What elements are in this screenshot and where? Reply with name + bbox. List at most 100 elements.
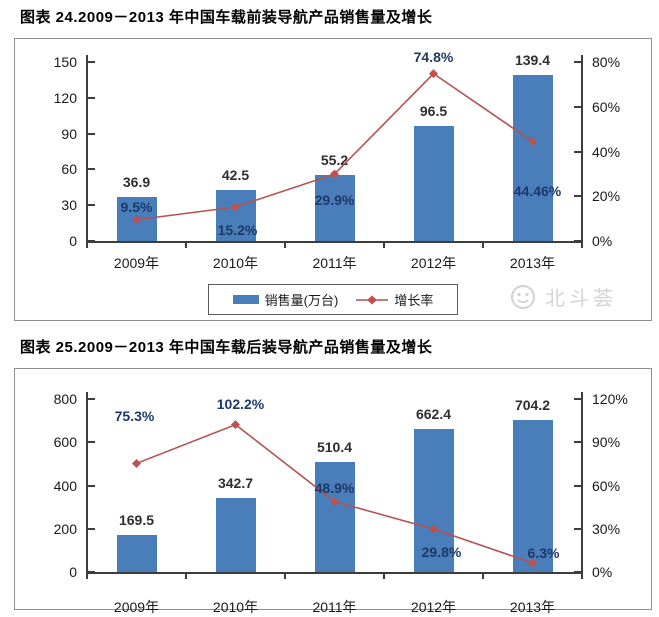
figure-25-title: 图表 25.2009－2013 年中国车载后装导航产品销售量及增长 xyxy=(20,339,433,356)
y-axis-tick xyxy=(88,96,95,99)
secondary-y-axis-tick xyxy=(574,441,581,444)
bar xyxy=(314,461,355,572)
x-axis-tick xyxy=(383,574,385,579)
y-axis-tick-label: 150 xyxy=(53,54,77,70)
y-axis-tick xyxy=(88,398,95,400)
growth-rate-label: 9.5% xyxy=(120,198,153,215)
growth-rate-label: 75.3% xyxy=(114,408,155,425)
x-axis-category-label: 2011年 xyxy=(312,255,357,271)
legend-item-sales: 销售量(万台) xyxy=(232,290,339,309)
x-axis-tick xyxy=(482,574,484,579)
y-axis-tick xyxy=(88,527,95,530)
secondary-y-axis-tick xyxy=(574,527,581,530)
y-axis-tick xyxy=(88,571,95,573)
y-axis-tick-label: 200 xyxy=(53,520,77,537)
bar-value-label: 139.4 xyxy=(514,51,551,68)
chart-24-legend: 销售量(万台) 增长率 xyxy=(208,284,458,315)
y-axis-tick-label: 800 xyxy=(53,391,77,407)
y-axis-tick-label: 0 xyxy=(69,564,77,580)
secondary-y-axis-tick-label: 30% xyxy=(592,520,621,537)
y-axis-tick xyxy=(88,61,95,63)
primary-y-axis xyxy=(86,55,88,241)
x-axis-tick xyxy=(482,243,484,248)
secondary-y-axis-tick xyxy=(574,61,581,63)
bar-value-label: 36.9 xyxy=(122,173,151,190)
y-axis-tick-label: 90 xyxy=(61,125,77,142)
x-axis-tick xyxy=(86,574,88,579)
secondary-y-axis-tick-label: 0% xyxy=(592,233,613,249)
bar xyxy=(116,535,157,572)
secondary-y-axis-tick xyxy=(574,195,581,198)
bar-value-label: 342.7 xyxy=(217,474,254,491)
secondary-y-axis-tick-label: 90% xyxy=(592,434,621,451)
x-axis-category-label: 2010年 xyxy=(212,255,259,271)
y-axis-tick-label: 0 xyxy=(69,233,77,249)
smiley-face-icon xyxy=(510,284,536,309)
y-axis-tick xyxy=(88,441,95,444)
legend-sales-label: 销售量(万台) xyxy=(264,293,339,308)
x-axis-category-label: 2012年 xyxy=(410,255,457,271)
x-axis-tick xyxy=(86,243,88,248)
x-axis-category-label: 2009年 xyxy=(113,599,160,615)
secondary-y-axis-tick-label: 80% xyxy=(592,54,621,70)
bar-value-label: 704.2 xyxy=(514,396,551,413)
chart-24-panel: 销售量(万台) 增长率 北斗荟 0 30 60 90 120 150 0% 20% 40% 60%… xyxy=(14,38,652,321)
secondary-y-axis-tick xyxy=(574,398,581,400)
bar-value-label: 662.4 xyxy=(415,405,452,422)
x-axis-category-label: 2013年 xyxy=(509,599,556,615)
y-axis-tick-label: 400 xyxy=(53,477,77,494)
x-axis xyxy=(86,572,583,574)
y-axis-tick-label: 30 xyxy=(61,197,77,214)
secondary-y-axis-tick-label: 60% xyxy=(592,98,621,115)
growth-rate-label: 48.9% xyxy=(314,479,355,496)
secondary-y-axis-tick-label: 120% xyxy=(592,391,628,407)
x-axis-tick xyxy=(185,243,187,248)
x-axis-tick xyxy=(383,243,385,248)
secondary-y-axis-tick xyxy=(574,105,581,108)
bar-value-label: 169.5 xyxy=(118,512,155,529)
x-axis-tick xyxy=(581,243,583,248)
growth-rate-label: 44.46% xyxy=(513,182,562,199)
bar-value-label: 42.5 xyxy=(221,167,250,184)
growth-rate-label: 74.8% xyxy=(413,48,454,65)
bar-value-label: 96.5 xyxy=(419,102,448,119)
bar-value-label: 55.2 xyxy=(320,152,349,169)
growth-rate-label: 6.3% xyxy=(527,544,560,561)
figure-24-title: 图表 24.2009－2013 年中国车载前装导航产品销售量及增长 xyxy=(20,9,433,26)
line-marker-diamond-icon xyxy=(231,420,240,430)
y-axis-tick xyxy=(88,240,95,242)
legend-item-growth: 增长率 xyxy=(356,290,433,309)
legend-growth-label: 增长率 xyxy=(394,293,434,308)
x-axis-category-label: 2013年 xyxy=(509,255,556,271)
watermark: 北斗荟 xyxy=(509,282,617,311)
growth-rate-label: 29.9% xyxy=(314,192,355,209)
secondary-y-axis-tick-label: 20% xyxy=(592,188,621,205)
y-axis-tick-label: 600 xyxy=(53,434,77,451)
secondary-y-axis-tick-label: 40% xyxy=(592,143,621,160)
y-axis-tick xyxy=(88,204,95,207)
secondary-y-axis-tick xyxy=(574,240,581,242)
growth-rate-label: 102.2% xyxy=(216,395,265,412)
y-axis-tick-label: 60 xyxy=(61,161,77,178)
x-axis-tick xyxy=(284,243,286,248)
secondary-y-axis-tick xyxy=(574,484,581,487)
bar xyxy=(413,125,454,241)
bar xyxy=(215,497,256,572)
primary-y-axis xyxy=(86,392,88,572)
secondary-y-axis-tick xyxy=(574,150,581,153)
secondary-y-axis-tick-label: 0% xyxy=(592,564,613,580)
watermark-text: 北斗荟 xyxy=(545,288,617,310)
secondary-y-axis xyxy=(581,392,583,572)
x-axis-category-label: 2011年 xyxy=(312,599,357,615)
bar-value-label: 510.4 xyxy=(316,438,353,455)
x-axis-tick xyxy=(284,574,286,579)
bar-swatch-icon xyxy=(232,295,259,304)
y-axis-tick-label: 120 xyxy=(53,89,77,106)
line-marker-diamond-icon xyxy=(132,458,141,468)
x-axis-category-label: 2012年 xyxy=(410,599,457,615)
secondary-y-axis xyxy=(581,55,583,241)
x-axis-tick xyxy=(185,574,187,579)
line-marker-diamond-icon xyxy=(429,69,438,79)
x-axis-category-label: 2009年 xyxy=(113,255,160,271)
line-marker-icon xyxy=(356,295,389,305)
